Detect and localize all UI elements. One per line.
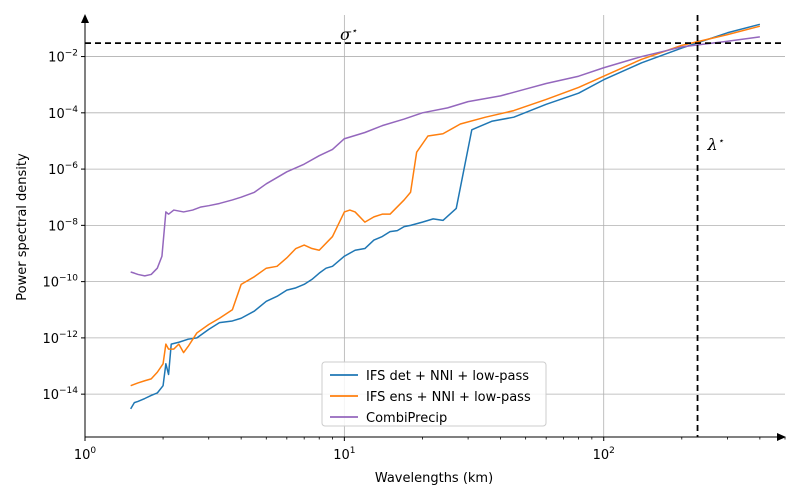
y-tick-base: 10 xyxy=(42,276,59,291)
y-tick-label: 10−10 xyxy=(42,274,78,291)
y-tick-label: 10−8 xyxy=(48,217,78,234)
legend-box xyxy=(321,361,547,427)
x-axis-label: Wavelengths (km) xyxy=(375,471,493,486)
x-tick-exponent: 0 xyxy=(90,446,96,456)
x-tick-base: 10 xyxy=(74,448,91,463)
sigma-star-label: σ⋆ xyxy=(340,25,357,44)
y-tick-exponent: −6 xyxy=(65,161,79,171)
series-line-3 xyxy=(130,36,760,277)
y-tick-exponent: −4 xyxy=(65,105,79,115)
axes xyxy=(81,14,786,441)
lambda-star-symbol: λ xyxy=(707,135,718,154)
reference-lines: σ⋆λ⋆ xyxy=(85,15,785,437)
x-tick-exponent: 2 xyxy=(609,446,615,456)
legend-label-1: IFS det + NNI + low-pass xyxy=(366,369,529,384)
y-tick-exponent: −8 xyxy=(65,217,79,227)
y-tick-label: 10−12 xyxy=(42,330,78,347)
y-tick-base: 10 xyxy=(48,51,65,66)
x-tick-label: 102 xyxy=(593,446,615,463)
y-tick-exponent: −10 xyxy=(59,274,78,284)
legend-label-3: CombiPrecip xyxy=(366,411,447,426)
y-tick-label: 10−14 xyxy=(42,386,78,403)
lambda-star-label: λ⋆ xyxy=(707,135,724,154)
x-tick-base: 10 xyxy=(333,448,350,463)
series-line-2 xyxy=(130,25,761,387)
y-tick-exponent: −2 xyxy=(65,49,78,59)
grid-lines xyxy=(84,15,785,437)
series-line-1 xyxy=(130,23,761,410)
sigma-star-superscript: ⋆ xyxy=(351,26,357,37)
y-tick-label: 10−2 xyxy=(48,49,78,66)
y-axis-label: Power spectral density xyxy=(15,153,30,301)
legend: IFS det + NNI + low-pass IFS ens + NNI + … xyxy=(321,361,547,427)
legend-label-2: IFS ens + NNI + low-pass xyxy=(366,390,531,405)
x-tick-label: 101 xyxy=(333,446,355,463)
y-tick-base: 10 xyxy=(48,219,65,234)
lambda-star-superscript: ⋆ xyxy=(718,136,724,147)
y-tick-label: 10−6 xyxy=(48,161,78,178)
y-tick-exponent: −12 xyxy=(59,330,78,340)
y-tick-exponent: −14 xyxy=(59,386,78,396)
y-tick-base: 10 xyxy=(48,163,65,178)
y-tick-base: 10 xyxy=(42,388,59,403)
x-tick-label: 100 xyxy=(74,446,97,463)
y-axis-arrow xyxy=(81,14,89,23)
x-tick-base: 10 xyxy=(593,448,610,463)
sigma-star-symbol: σ xyxy=(340,25,352,44)
series-lines xyxy=(130,23,761,410)
x-tick-exponent: 1 xyxy=(350,446,356,456)
x-axis-arrow xyxy=(777,433,786,441)
y-tick-base: 10 xyxy=(42,332,59,347)
y-tick-label: 10−4 xyxy=(48,105,78,122)
y-tick-base: 10 xyxy=(48,107,65,122)
